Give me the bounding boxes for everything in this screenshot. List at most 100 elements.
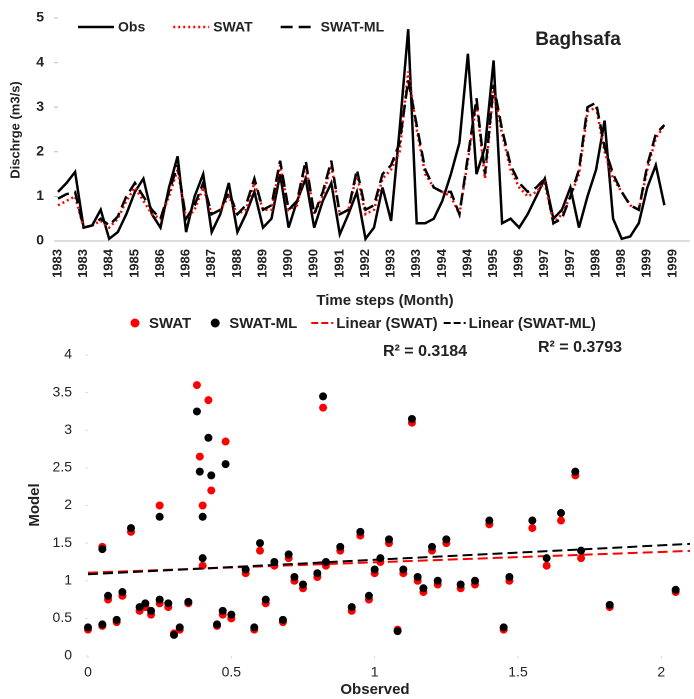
point [671, 585, 680, 594]
y-tick-label: 3 [36, 98, 44, 114]
x-tick-label: 1989 [254, 249, 269, 278]
point [557, 516, 565, 525]
y-tick-label: 2.5 [53, 459, 73, 475]
annotation: Baghsafa [535, 29, 621, 50]
point [207, 486, 216, 495]
y-tick-label: 3.5 [53, 383, 73, 399]
point [164, 599, 173, 608]
x-tick-label: 1995 [485, 249, 500, 278]
point [290, 572, 299, 581]
point [313, 569, 322, 578]
x-tick-label: 1985 [126, 249, 141, 278]
y-tick-label: 1 [36, 187, 44, 203]
r-squared: R² = 0.3184 [383, 343, 467, 360]
x-tick-label: 0 [84, 664, 92, 680]
point [456, 580, 465, 589]
point [528, 516, 537, 525]
point [278, 615, 287, 624]
legend-label: Linear (SWAT-ML) [469, 315, 596, 332]
x-tick-label: 1999 [639, 249, 654, 278]
x-tick-label: 1998 [613, 249, 628, 278]
point [284, 550, 293, 559]
series-line [57, 29, 666, 242]
point [542, 554, 551, 563]
x-tick-label: 2 [657, 664, 665, 680]
point [98, 620, 107, 629]
trendline [87, 549, 691, 574]
x-tick-label: 1994 [434, 248, 449, 278]
legend-label: SWAT-ML [229, 315, 297, 332]
point [221, 437, 230, 446]
point [221, 460, 230, 469]
x-tick-label: 1999 [664, 249, 679, 278]
x-tick-label: 1986 [178, 249, 193, 278]
point [557, 509, 565, 518]
point [104, 591, 113, 600]
point [155, 512, 164, 521]
y-tick-label: 1 [64, 571, 72, 587]
x-tick-label: 1990 [306, 249, 321, 278]
point [195, 467, 204, 476]
point [184, 597, 193, 606]
point [528, 524, 537, 533]
point [218, 606, 227, 615]
x-tick-label: 1983 [75, 249, 90, 278]
y-tick-label: 0 [64, 647, 72, 663]
x-tick-label: 1992 [357, 249, 372, 278]
point [319, 403, 328, 412]
x-tick-label: 1.5 [508, 664, 528, 680]
point [175, 623, 184, 632]
y-tick-label: 2 [36, 143, 44, 159]
point [393, 627, 402, 636]
point [170, 630, 178, 639]
point [299, 580, 307, 589]
x-tick-label: 0.5 [222, 664, 242, 680]
x-axis-label: Observed [340, 681, 409, 698]
point [213, 620, 221, 629]
y-axis-label: Model [26, 483, 43, 526]
y-tick-label: 4 [64, 346, 72, 362]
point [256, 539, 264, 548]
point [204, 433, 213, 442]
point [147, 606, 156, 615]
y-tick-label: 3 [64, 421, 72, 437]
point [471, 576, 479, 585]
point [135, 603, 144, 612]
legend-label: Obs [118, 19, 145, 35]
x-tick-label: 1988 [229, 249, 244, 278]
point [118, 588, 127, 597]
y-axis-label: Dischrge (m3/s) [7, 81, 22, 179]
x-axis-label: Time steps (Month) [316, 292, 453, 309]
point [577, 546, 586, 555]
point [192, 407, 201, 416]
point [499, 623, 508, 632]
point [204, 396, 213, 405]
point [112, 615, 121, 624]
y-tick-label: 2 [64, 496, 72, 512]
point [227, 610, 236, 619]
point [376, 554, 385, 563]
point [336, 542, 345, 551]
point [505, 572, 514, 581]
legend-swatch [130, 318, 140, 328]
point [84, 623, 92, 632]
point [155, 595, 164, 604]
y-tick-label: 1.5 [53, 534, 73, 550]
point [198, 512, 207, 521]
point [195, 452, 204, 461]
point [419, 584, 428, 593]
x-tick-label: 1997 [536, 249, 551, 278]
point [356, 527, 365, 536]
legend-label: SWAT [149, 315, 191, 332]
point [141, 599, 150, 608]
point [256, 546, 264, 555]
point [442, 535, 451, 544]
point [261, 595, 270, 604]
x-tick-label: 1983 [49, 249, 64, 278]
point [485, 516, 494, 525]
y-tick-label: 4 [36, 53, 44, 69]
point [192, 381, 201, 390]
point [428, 542, 436, 551]
